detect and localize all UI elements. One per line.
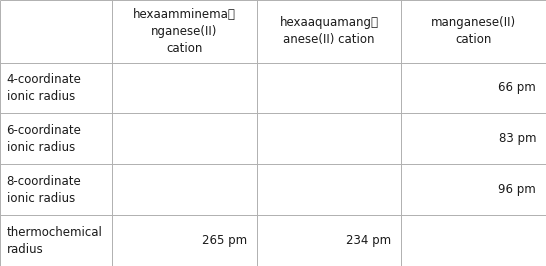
Text: hexaaquamang˸
anese(II) cation: hexaaquamang˸ anese(II) cation: [280, 16, 378, 46]
Text: hexaamminema˸
nganese(II)
cation: hexaamminema˸ nganese(II) cation: [133, 8, 236, 55]
Text: 4-coordinate
ionic radius: 4-coordinate ionic radius: [7, 73, 81, 103]
Text: 234 pm: 234 pm: [346, 234, 391, 247]
Text: 66 pm: 66 pm: [498, 81, 536, 94]
Text: 83 pm: 83 pm: [498, 132, 536, 145]
Text: 96 pm: 96 pm: [498, 183, 536, 196]
Text: thermochemical
radius: thermochemical radius: [7, 226, 103, 256]
Text: 8-coordinate
ionic radius: 8-coordinate ionic radius: [7, 175, 81, 205]
Text: 6-coordinate
ionic radius: 6-coordinate ionic radius: [7, 124, 81, 154]
Text: 265 pm: 265 pm: [201, 234, 247, 247]
Text: manganese(II)
cation: manganese(II) cation: [431, 16, 516, 46]
